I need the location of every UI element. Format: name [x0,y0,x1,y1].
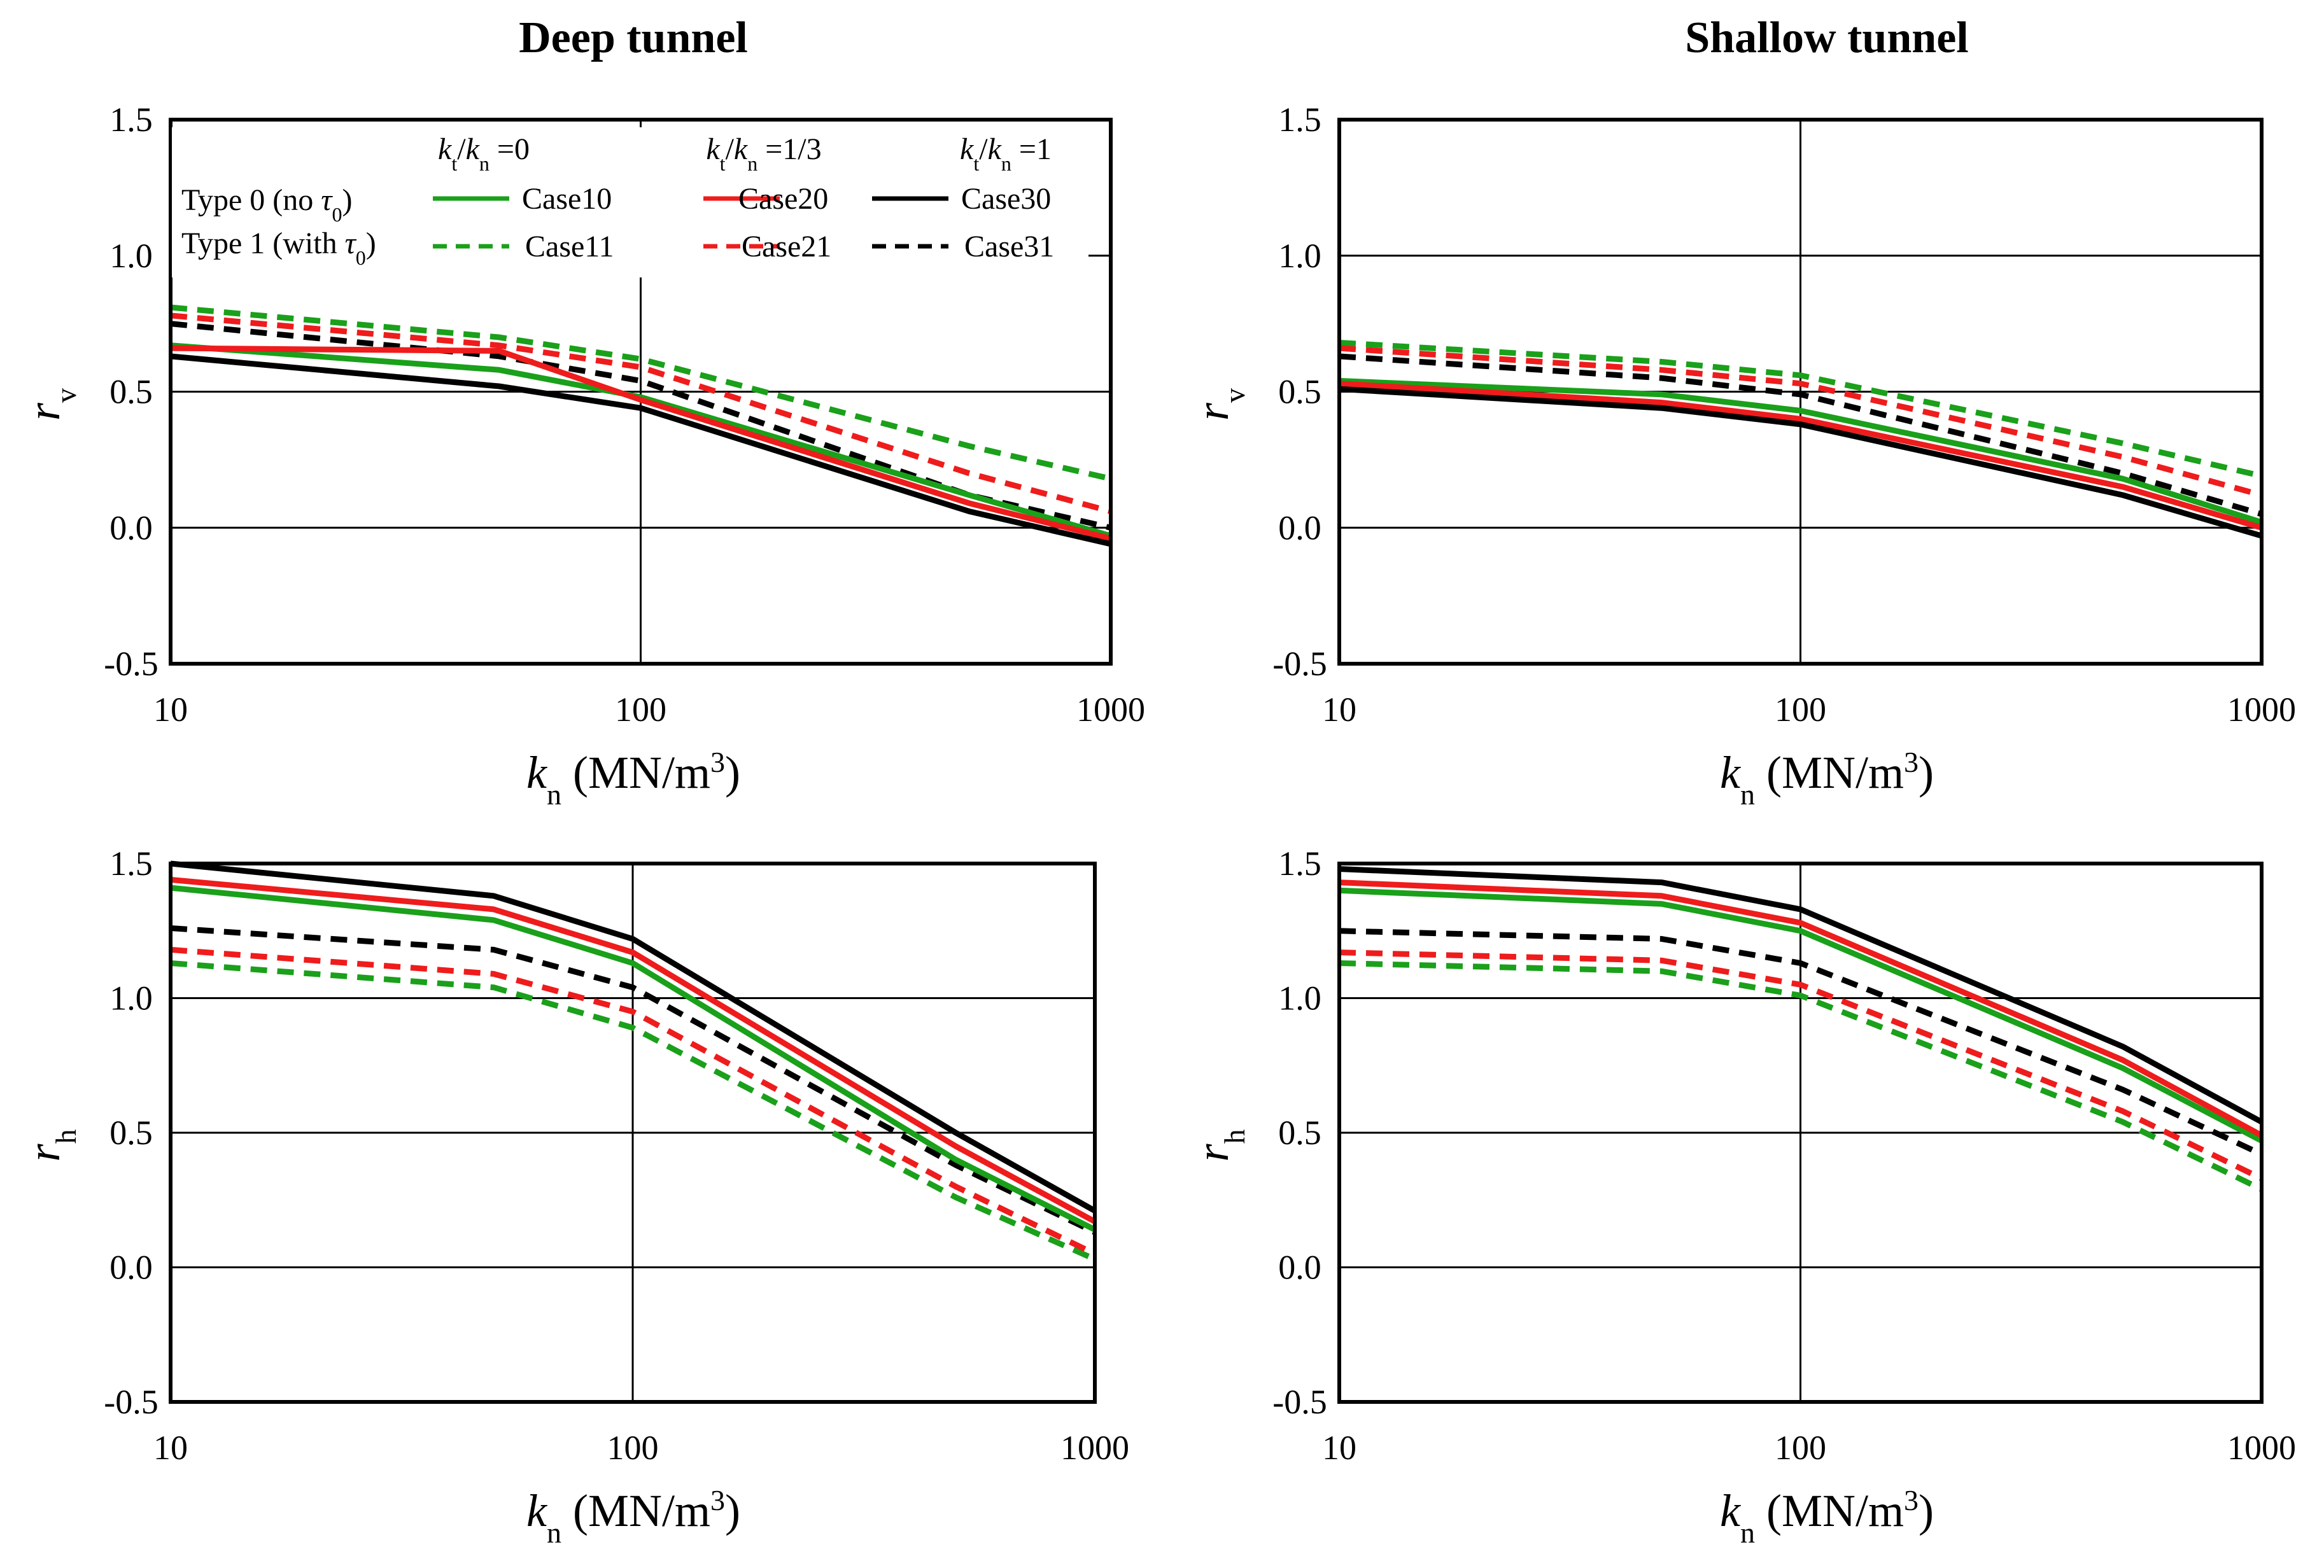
x-tick-label: 100 [615,690,666,729]
legend-label-case20: Case20 [738,182,828,216]
x-tick-label: 10 [1322,690,1356,729]
y-axis-label: rh [18,1129,82,1161]
x-tick-label: 10 [153,690,188,729]
y-tick-label: 1.0 [109,237,153,275]
series-line-case21 [1339,345,2263,498]
plot-deep-rv: 1.5 1.0 0.5 0.0 -0.5 10 100 1000 kn (MN/m3) rv [18,101,1145,811]
x-tick-label: 1000 [1076,690,1145,729]
x-tick-label: 100 [1775,690,1826,729]
x-axis-label: kn (MN/m3) [526,1484,740,1549]
legend-label-case21: Case21 [742,230,831,263]
legend-label-case30: Case30 [961,182,1051,216]
plot-frame [169,862,1097,1404]
series-line-case30 [1339,386,2263,539]
x-tick-label: 10 [153,1429,188,1467]
series-line-case20 [170,876,1097,1224]
plot-shallow-rv: 1.5 1.0 0.5 0.0 -0.5 10 100 1000 kn (MN/m3) rv [1187,101,2296,811]
y-axis-label: rv [1187,388,1251,421]
x-axis-label: kn (MN/m3) [526,746,740,811]
series-line-case30 [170,353,1112,547]
x-tick-label: 1000 [2227,690,2296,729]
plot-frame [169,118,1113,666]
y-tick-label: 0.5 [109,1114,153,1152]
y-tick-label: 0.5 [1278,1114,1321,1152]
y-tick-label: -0.5 [1272,1383,1327,1421]
y-tick-label: 1.0 [1278,979,1321,1018]
x-tick-label: 1000 [1060,1429,1129,1467]
y-axis-label: rh [1187,1129,1251,1161]
y-tick-label: 0.0 [109,508,153,547]
y-tick-label: 1.5 [109,101,153,139]
series-line-case20 [1339,879,2264,1138]
series-line-case21 [170,946,1096,1257]
series-line-case11 [1339,960,2263,1192]
series-line-case10 [170,885,1097,1233]
y-tick-label: 0.0 [1278,1249,1321,1287]
legend-type0: Type 0 (no τ0) [181,183,352,226]
series-line-case30 [1339,866,2264,1125]
series-line-case11 [1339,340,2263,479]
y-tick-label: 0.5 [109,373,153,411]
legend: kt/kn =0 kt/kn =1/3 kt/kn =1 Type 0 (no τ0) … [172,127,1088,277]
y-tick-label: 1.0 [109,979,153,1018]
legend-label-case31: Case31 [964,230,1054,263]
series-line-case20 [170,345,1112,542]
series-line-case10 [1339,377,2263,525]
x-tick-label: 1000 [2227,1429,2296,1467]
series-line-case21 [1339,949,2263,1181]
y-tick-label: 1.5 [1278,101,1321,139]
x-axis-label: kn (MN/m3) [1720,1484,1934,1549]
y-tick-label: 0.0 [109,1249,153,1287]
y-tick-label: 0.5 [1278,373,1321,411]
y-tick-label: -0.5 [1272,645,1327,683]
legend-background [172,127,1088,277]
plot-deep-rh: 1.5 1.0 0.5 0.0 -0.5 10 100 1000 kn (MN/m3) rh [18,844,1129,1549]
plot-shallow-rh: 1.5 1.0 0.5 0.0 -0.5 10 100 1000 kn (MN/m3) rh [1187,844,2296,1549]
y-tick-label: 1.0 [1278,237,1321,275]
plot-frame [1337,862,2264,1404]
series-line-case11 [170,304,1112,482]
x-tick-label: 100 [607,1429,659,1467]
series-line-case20 [1339,381,2263,531]
series-line-case31 [170,925,1096,1235]
legend-label-case10: Case10 [522,182,612,216]
y-tick-label: 0.0 [1278,508,1321,547]
y-tick-label: 1.5 [1278,844,1321,883]
legend-ratio-2: kt/kn =1 [960,132,1052,175]
title-deep-tunnel: Deep tunnel [519,13,748,62]
series-line-case31 [1339,928,2263,1157]
legend-ratio-0: kt/kn =0 [438,132,530,175]
y-axis-label: rv [18,388,82,421]
x-tick-label: 100 [1775,1429,1826,1467]
y-tick-label: -0.5 [104,1383,158,1421]
y-tick-label: 1.5 [109,844,153,883]
legend-ratio-1: kt/kn =1/3 [706,132,821,175]
x-axis-label: kn (MN/m3) [1720,746,1934,811]
plot-frame [1337,118,2264,666]
series-line-case10 [1339,887,2264,1144]
y-tick-label: -0.5 [104,645,158,683]
series-line-case21 [170,312,1112,514]
x-tick-label: 10 [1322,1429,1356,1467]
legend-type1: Type 1 (with τ0) [181,227,376,269]
series-line-case30 [170,860,1097,1214]
title-shallow-tunnel: Shallow tunnel [1685,13,1968,62]
series-line-case31 [1339,353,2263,517]
legend-label-case11: Case11 [525,230,614,263]
series-line-case11 [170,960,1096,1262]
